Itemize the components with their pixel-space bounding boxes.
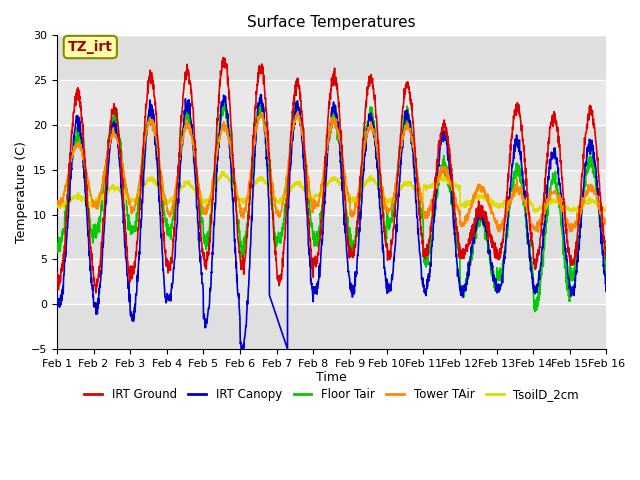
X-axis label: Time: Time [316, 372, 347, 384]
Bar [57, 304, 607, 349]
Y-axis label: Temperature (C): Temperature (C) [15, 141, 28, 243]
Title: Surface Temperatures: Surface Temperatures [247, 15, 416, 30]
Text: TZ_irt: TZ_irt [68, 40, 113, 54]
Bar [57, 125, 607, 170]
Bar [57, 215, 607, 259]
Bar [57, 36, 607, 80]
Legend: IRT Ground, IRT Canopy, Floor Tair, Tower TAir, TsoilD_2cm: IRT Ground, IRT Canopy, Floor Tair, Towe… [79, 384, 584, 406]
